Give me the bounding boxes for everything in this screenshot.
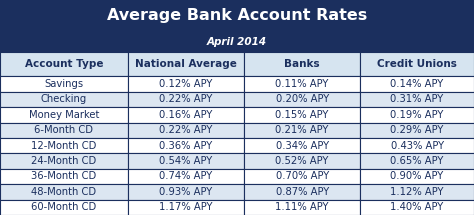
Text: 0.70% APY: 0.70% APY (275, 172, 329, 181)
Text: 0.74% APY: 0.74% APY (159, 172, 213, 181)
Text: 0.20% APY: 0.20% APY (275, 94, 329, 104)
Text: Money Market: Money Market (29, 110, 99, 120)
Text: April 2014: April 2014 (207, 37, 267, 48)
Text: 0.43% APY: 0.43% APY (391, 141, 444, 151)
Text: National Average: National Average (135, 59, 237, 69)
Text: 12-Month CD: 12-Month CD (31, 141, 97, 151)
Text: 24-Month CD: 24-Month CD (31, 156, 97, 166)
Text: 0.22% APY: 0.22% APY (159, 94, 213, 104)
Text: 0.12% APY: 0.12% APY (159, 79, 213, 89)
Text: 1.11% APY: 1.11% APY (275, 202, 329, 212)
Text: 0.90% APY: 0.90% APY (391, 172, 444, 181)
Text: 6-Month CD: 6-Month CD (35, 125, 93, 135)
Text: 0.52% APY: 0.52% APY (275, 156, 329, 166)
Text: 0.16% APY: 0.16% APY (159, 110, 213, 120)
Text: 0.29% APY: 0.29% APY (391, 125, 444, 135)
Text: 1.17% APY: 1.17% APY (159, 202, 213, 212)
Text: Credit Unions: Credit Unions (377, 59, 457, 69)
Text: 0.34% APY: 0.34% APY (275, 141, 329, 151)
Text: Banks: Banks (284, 59, 320, 69)
Text: 0.19% APY: 0.19% APY (391, 110, 444, 120)
Text: 0.31% APY: 0.31% APY (391, 94, 444, 104)
Text: 0.21% APY: 0.21% APY (275, 125, 329, 135)
Text: Checking: Checking (41, 94, 87, 104)
Text: 0.65% APY: 0.65% APY (391, 156, 444, 166)
Text: 1.40% APY: 1.40% APY (391, 202, 444, 212)
Text: 0.22% APY: 0.22% APY (159, 125, 213, 135)
Text: 1.12% APY: 1.12% APY (391, 187, 444, 197)
Text: 36-Month CD: 36-Month CD (31, 172, 97, 181)
Text: 0.11% APY: 0.11% APY (275, 79, 329, 89)
Text: 0.54% APY: 0.54% APY (159, 156, 213, 166)
Text: 0.87% APY: 0.87% APY (275, 187, 329, 197)
Text: Average Bank Account Rates: Average Bank Account Rates (107, 9, 367, 23)
Text: 0.15% APY: 0.15% APY (275, 110, 329, 120)
Text: 60-Month CD: 60-Month CD (31, 202, 97, 212)
Text: 48-Month CD: 48-Month CD (31, 187, 97, 197)
Text: Account Type: Account Type (25, 59, 103, 69)
Text: Savings: Savings (45, 79, 83, 89)
Text: 0.93% APY: 0.93% APY (159, 187, 213, 197)
Text: 0.36% APY: 0.36% APY (159, 141, 213, 151)
Text: 0.14% APY: 0.14% APY (391, 79, 444, 89)
